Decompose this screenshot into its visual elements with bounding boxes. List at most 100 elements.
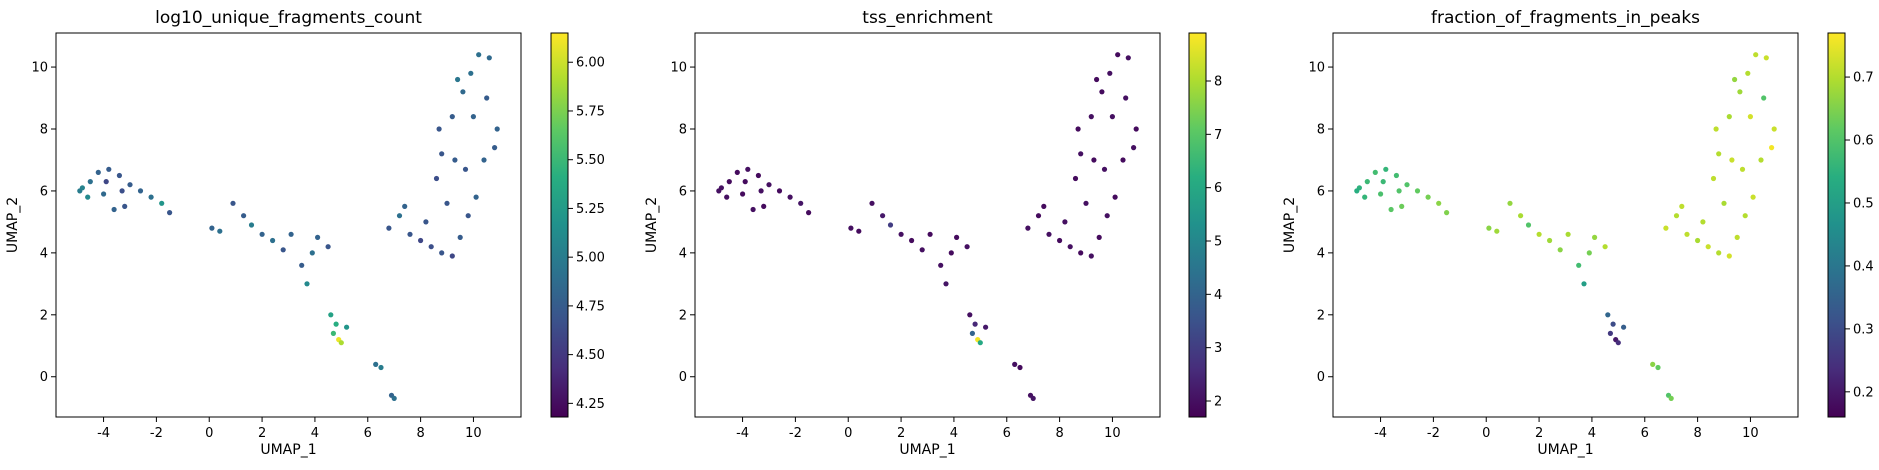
x-axis-label: UMAP_1	[260, 442, 316, 458]
data-point	[1115, 52, 1121, 58]
data-point	[1046, 231, 1052, 237]
data-point	[476, 52, 482, 58]
data-point	[1621, 324, 1627, 330]
scatter-panel-2: -4 -2 0 2 4 6 8 10 0 2 4 6 8 10 tss_enrichment UMAP_1 UM…	[644, 8, 1222, 458]
data-point	[111, 206, 117, 213]
data-point	[460, 89, 466, 95]
data-point	[330, 330, 336, 336]
data-point	[1581, 281, 1587, 287]
y-tick-label: 8	[679, 123, 687, 138]
x-tick-label: 4	[311, 426, 319, 441]
data-point	[439, 250, 445, 256]
data-point	[758, 188, 764, 194]
y-tick-label: 4	[40, 246, 48, 261]
data-point	[724, 194, 730, 200]
data-point	[280, 247, 286, 253]
y-tick-label: 8	[1317, 123, 1325, 138]
data-point	[1017, 364, 1023, 371]
data-point	[1083, 200, 1089, 206]
data-point	[299, 262, 305, 268]
data-point	[1362, 194, 1368, 200]
data-point	[856, 228, 862, 234]
y-tick-label: 10	[31, 61, 48, 76]
data-point	[127, 182, 133, 188]
data-point	[887, 222, 894, 228]
data-point	[1739, 166, 1746, 172]
y-tick-label: 8	[40, 123, 48, 138]
data-point	[418, 237, 424, 244]
y-tick-label: 4	[1317, 246, 1325, 261]
data-point	[1088, 114, 1094, 120]
data-point	[465, 213, 471, 219]
scatter-panel-3: -4 -2 0 2 4 6 8 10 0 2 4 6 8 10 fraction_of_fragments_…	[1282, 8, 1874, 458]
x-tick-label: -2	[789, 426, 802, 441]
data-point	[209, 225, 215, 231]
data-point	[909, 237, 915, 244]
data-point	[85, 194, 91, 200]
y-tick-label: 10	[670, 61, 687, 76]
data-point	[378, 364, 384, 371]
data-point	[428, 244, 434, 250]
x-axis-label: UMAP_1	[899, 442, 955, 458]
data-point	[159, 200, 165, 206]
data-point	[1078, 250, 1084, 256]
colorbar-tick-label: 4	[1214, 288, 1222, 303]
data-point	[927, 231, 933, 237]
data-point	[103, 179, 109, 185]
data-point	[798, 200, 804, 206]
data-point	[95, 169, 101, 175]
data-point	[259, 231, 265, 237]
data-point	[1729, 157, 1735, 163]
data-point	[449, 253, 455, 259]
y-tick-label: 0	[679, 370, 687, 385]
data-point	[969, 330, 976, 336]
data-point	[1131, 145, 1137, 151]
data-point	[455, 76, 461, 83]
x-tick-label: 8	[416, 426, 424, 441]
data-point	[407, 231, 413, 237]
data-point	[776, 188, 783, 194]
data-point	[1425, 194, 1431, 200]
data-point	[1062, 219, 1068, 225]
data-point	[77, 188, 83, 194]
data-point	[1404, 182, 1410, 188]
y-tick-label: 2	[1317, 308, 1325, 323]
data-point	[230, 200, 236, 206]
data-point	[449, 114, 455, 120]
data-point	[1737, 89, 1743, 95]
data-point	[964, 244, 970, 250]
colorbar-tick-label: 8	[1214, 75, 1222, 90]
x-tick-label: 4	[1588, 426, 1596, 441]
data-point	[470, 114, 476, 120]
x-axis-label: UMAP_1	[1537, 442, 1593, 458]
colorbar-tick-label: 4.75	[576, 299, 605, 314]
plot-area-frame	[694, 32, 1161, 418]
data-point	[1700, 219, 1706, 225]
x-tick-label: 0	[205, 426, 213, 441]
data-point	[1602, 244, 1608, 250]
colorbar: 2 3 4 5 6 7 8	[1188, 32, 1222, 418]
data-point	[1710, 175, 1717, 182]
data-point	[386, 225, 392, 231]
data-point	[716, 188, 722, 194]
data-point	[1761, 95, 1767, 101]
y-axis-label: UMAP_2	[5, 197, 21, 253]
x-tick-label: 4	[950, 426, 958, 441]
data-point	[106, 166, 112, 172]
data-point	[137, 188, 144, 194]
data-point	[439, 151, 445, 157]
data-point	[436, 126, 442, 132]
x-tick-label: 6	[1003, 426, 1011, 441]
y-tick-label: 6	[679, 184, 687, 199]
data-point	[1716, 250, 1722, 256]
x-tick-label: 8	[1055, 426, 1063, 441]
data-points	[1354, 52, 1777, 401]
data-point	[1494, 228, 1500, 234]
data-point	[1383, 166, 1389, 172]
x-tick-label: 2	[258, 426, 266, 441]
data-point	[1518, 213, 1524, 219]
data-point	[761, 203, 767, 209]
data-point	[1072, 175, 1079, 182]
data-point	[1125, 55, 1131, 61]
data-point	[1607, 330, 1613, 336]
